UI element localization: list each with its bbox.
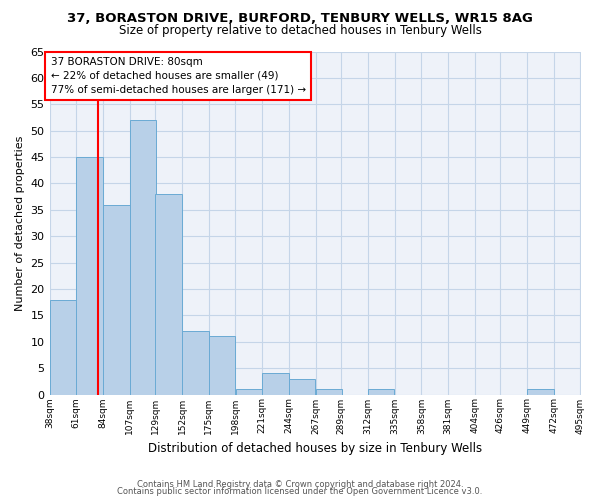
Bar: [368, 389, 394, 394]
Bar: [236, 389, 262, 394]
Bar: [316, 389, 342, 394]
Bar: [130, 120, 156, 394]
X-axis label: Distribution of detached houses by size in Tenbury Wells: Distribution of detached houses by size …: [148, 442, 482, 455]
Bar: [527, 389, 554, 394]
Bar: [155, 194, 182, 394]
Bar: [103, 204, 130, 394]
Bar: [182, 331, 209, 394]
Text: Contains public sector information licensed under the Open Government Licence v3: Contains public sector information licen…: [118, 488, 482, 496]
Bar: [262, 374, 289, 394]
Bar: [50, 300, 76, 394]
Text: Size of property relative to detached houses in Tenbury Wells: Size of property relative to detached ho…: [119, 24, 481, 37]
Text: 37, BORASTON DRIVE, BURFORD, TENBURY WELLS, WR15 8AG: 37, BORASTON DRIVE, BURFORD, TENBURY WEL…: [67, 12, 533, 26]
Bar: [76, 157, 103, 394]
Bar: [209, 336, 235, 394]
Text: 37 BORASTON DRIVE: 80sqm
← 22% of detached houses are smaller (49)
77% of semi-d: 37 BORASTON DRIVE: 80sqm ← 22% of detach…: [51, 57, 306, 95]
Bar: [289, 378, 316, 394]
Text: Contains HM Land Registry data © Crown copyright and database right 2024.: Contains HM Land Registry data © Crown c…: [137, 480, 463, 489]
Y-axis label: Number of detached properties: Number of detached properties: [15, 136, 25, 310]
